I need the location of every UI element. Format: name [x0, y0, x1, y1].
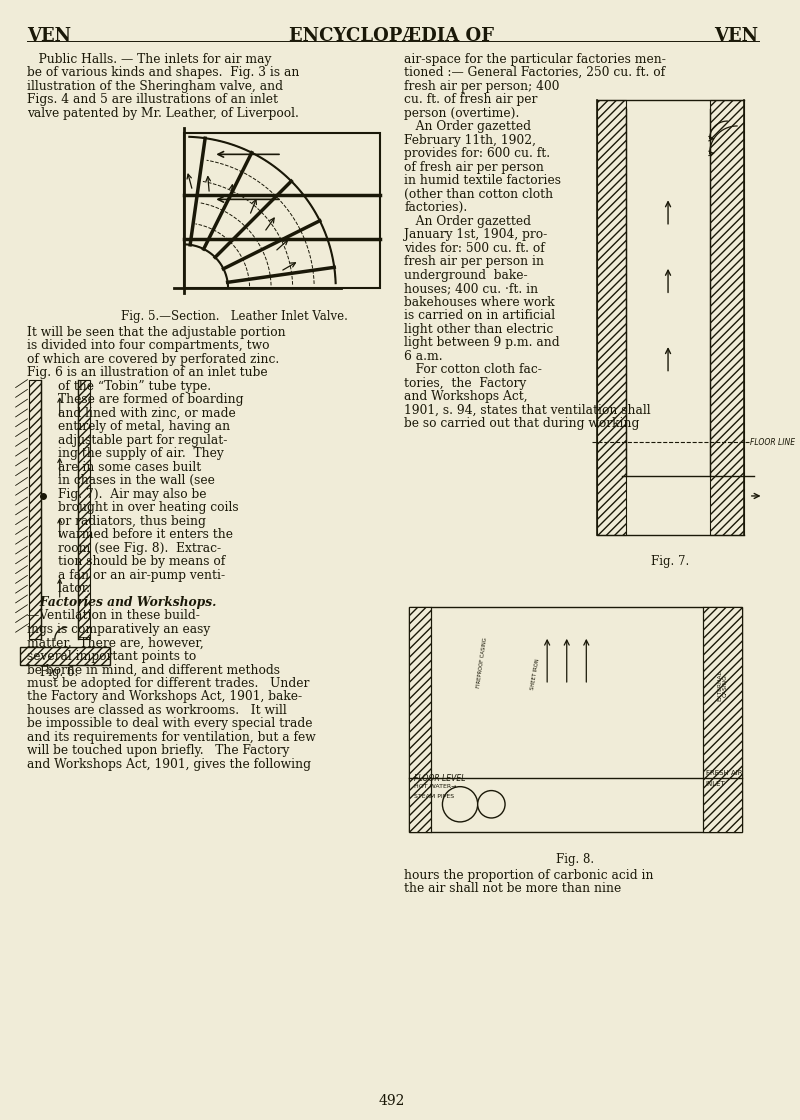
Circle shape: [478, 791, 505, 818]
Text: SHEET IRON: SHEET IRON: [530, 659, 541, 690]
Text: Factories and Workshops.: Factories and Workshops.: [27, 596, 217, 609]
Text: Public Halls. — The inlets for air may: Public Halls. — The inlets for air may: [27, 53, 272, 66]
Text: fresh air per person in: fresh air per person in: [404, 255, 544, 268]
Text: and its requirements for ventilation, but a few: and its requirements for ventilation, bu…: [27, 731, 316, 744]
Text: are in some cases built: are in some cases built: [27, 460, 202, 474]
Text: tioned :— General Factories, 250 cu. ft. of: tioned :— General Factories, 250 cu. ft.…: [404, 66, 666, 80]
Text: 1901, s. 94, states that ventilation shall: 1901, s. 94, states that ventilation sha…: [404, 403, 651, 417]
Text: 6 a.m.: 6 a.m.: [404, 349, 443, 363]
Text: is divided into four compartments, two: is divided into four compartments, two: [27, 339, 270, 352]
Text: January 1st, 1904, pro-: January 1st, 1904, pro-: [404, 228, 547, 241]
Text: vides for: 500 cu. ft. of: vides for: 500 cu. ft. of: [404, 242, 545, 254]
Text: provides for: 600 cu. ft.: provides for: 600 cu. ft.: [404, 147, 550, 160]
Text: FLOOR LINE: FLOOR LINE: [750, 438, 795, 447]
Text: must be adopted for different trades.   Under: must be adopted for different trades. Un…: [27, 676, 310, 690]
Text: a fan or an air-pump venti-: a fan or an air-pump venti-: [27, 569, 226, 581]
Text: room (see Fig. 8).  Extrac-: room (see Fig. 8). Extrac-: [27, 542, 222, 554]
Text: (other than cotton cloth: (other than cotton cloth: [404, 188, 554, 200]
Bar: [409, 607, 430, 832]
Text: —Ventilation in these build-: —Ventilation in these build-: [27, 609, 200, 623]
Text: February 11th, 1902,: February 11th, 1902,: [404, 133, 536, 147]
Text: be of various kinds and shapes.  Fig. 3 is an: be of various kinds and shapes. Fig. 3 i…: [27, 66, 300, 80]
Text: FIREPROOF CASING: FIREPROOF CASING: [476, 637, 488, 689]
Bar: [19, 647, 110, 664]
Text: adjustable part for regulat-: adjustable part for regulat-: [27, 433, 228, 447]
Text: the Factory and Workshops Act, 1901, bake-: the Factory and Workshops Act, 1901, bak…: [27, 690, 302, 703]
Text: HOT WATER→: HOT WATER→: [414, 784, 457, 788]
Text: It will be seen that the adjustable portion: It will be seen that the adjustable port…: [27, 326, 286, 338]
Text: houses; 400 cu. ·ft. in: houses; 400 cu. ·ft. in: [404, 282, 538, 296]
Text: illustration of the Sheringham valve, and: illustration of the Sheringham valve, an…: [27, 80, 283, 93]
Text: hours the proportion of carbonic acid in: hours the proportion of carbonic acid in: [404, 869, 654, 881]
Text: VEN: VEN: [27, 27, 71, 45]
Text: several important points to: several important points to: [27, 650, 197, 663]
Text: tories,  the  Factory: tories, the Factory: [404, 376, 526, 390]
Text: light between 9 p.m. and: light between 9 p.m. and: [404, 336, 560, 349]
Text: valve patented by Mr. Leather, of Liverpool.: valve patented by Mr. Leather, of Liverp…: [27, 106, 299, 120]
Text: Fig. 7).  Air may also be: Fig. 7). Air may also be: [27, 487, 207, 501]
Text: be so carried out that during working: be so carried out that during working: [404, 418, 640, 430]
Bar: [30, 380, 41, 640]
Text: Fig. 7.: Fig. 7.: [651, 554, 690, 568]
Text: of which are covered by perforated zinc.: of which are covered by perforated zinc.: [27, 353, 280, 365]
Text: tion should be by means of: tion should be by means of: [27, 556, 226, 568]
Bar: [78, 380, 90, 640]
Bar: [702, 607, 742, 832]
Text: For cotton cloth fac-: For cotton cloth fac-: [404, 363, 542, 376]
Text: ings is comparatively an easy: ings is comparatively an easy: [27, 623, 210, 636]
Text: brought in over heating coils: brought in over heating coils: [27, 502, 239, 514]
Text: and Workshops Act,: and Workshops Act,: [404, 390, 528, 403]
Circle shape: [442, 786, 478, 822]
Text: underground  bake-: underground bake-: [404, 269, 528, 281]
Text: Figs. 4 and 5 are illustrations of an inlet: Figs. 4 and 5 are illustrations of an in…: [27, 93, 278, 106]
Bar: [184, 133, 380, 289]
Text: Fig. 6 is an illustration of an inlet tube: Fig. 6 is an illustration of an inlet tu…: [27, 366, 268, 380]
Text: entirely of metal, having an: entirely of metal, having an: [27, 420, 230, 433]
Text: matter.  There are, however,: matter. There are, however,: [27, 636, 204, 650]
Text: STEAM PIPES: STEAM PIPES: [414, 793, 454, 799]
Text: FRESH AIR: FRESH AIR: [706, 771, 742, 776]
Text: These are formed of boarding: These are formed of boarding: [27, 393, 244, 407]
Text: An Order gazetted: An Order gazetted: [404, 215, 531, 227]
Text: 492: 492: [378, 1094, 405, 1108]
Text: of fresh air per person: of fresh air per person: [404, 160, 544, 174]
Text: person (overtime).: person (overtime).: [404, 106, 520, 120]
Text: will be touched upon briefly.   The Factory: will be touched upon briefly. The Factor…: [27, 745, 290, 757]
Text: be impossible to deal with every special trade: be impossible to deal with every special…: [27, 718, 313, 730]
Bar: [597, 100, 626, 535]
Text: ing the supply of air.  They: ing the supply of air. They: [27, 447, 224, 460]
Text: in chases in the wall (see: in chases in the wall (see: [27, 474, 215, 487]
Text: light other than electric: light other than electric: [404, 323, 554, 336]
Text: Fig. 5.—Section.   Leather Inlet Valve.: Fig. 5.—Section. Leather Inlet Valve.: [122, 310, 348, 323]
Text: lator.: lator.: [27, 582, 90, 596]
Text: ENCYCLOPÆDIA OF: ENCYCLOPÆDIA OF: [289, 27, 494, 45]
Text: cu. ft. of fresh air per: cu. ft. of fresh air per: [404, 93, 538, 106]
Text: is carried on in artificial: is carried on in artificial: [404, 309, 555, 323]
Text: INLET: INLET: [706, 781, 726, 786]
Text: in humid textile factories: in humid textile factories: [404, 174, 562, 187]
Text: air-space for the particular factories men-: air-space for the particular factories m…: [404, 53, 666, 66]
Text: FLOOR LEVEL: FLOOR LEVEL: [414, 774, 466, 783]
Bar: [710, 100, 744, 535]
Text: Fig. 6.: Fig. 6.: [40, 666, 78, 680]
Text: houses are classed as workrooms.   It will: houses are classed as workrooms. It will: [27, 703, 287, 717]
Text: warmed before it enters the: warmed before it enters the: [27, 529, 234, 541]
Text: bakehouses where work: bakehouses where work: [404, 296, 555, 309]
Text: or radiators, thus being: or radiators, thus being: [27, 515, 206, 528]
Text: VEN: VEN: [714, 27, 758, 45]
Bar: [409, 607, 742, 832]
Text: the air shall not be more than nine: the air shall not be more than nine: [404, 883, 622, 895]
Text: and lined with zinc, or made: and lined with zinc, or made: [27, 407, 236, 420]
Text: and Workshops Act, 1901, gives the following: and Workshops Act, 1901, gives the follo…: [27, 758, 311, 771]
Text: fresh air per person; 400: fresh air per person; 400: [404, 80, 560, 93]
Text: Fig. 8.: Fig. 8.: [557, 853, 594, 866]
Text: be borne in mind, and different methods: be borne in mind, and different methods: [27, 663, 281, 676]
Text: factories).: factories).: [404, 202, 467, 214]
Text: An Order gazetted: An Order gazetted: [404, 120, 531, 133]
Text: of the “Tobin” tube type.: of the “Tobin” tube type.: [27, 380, 211, 393]
Text: EXTERNAL
CASING: EXTERNAL CASING: [717, 670, 728, 701]
